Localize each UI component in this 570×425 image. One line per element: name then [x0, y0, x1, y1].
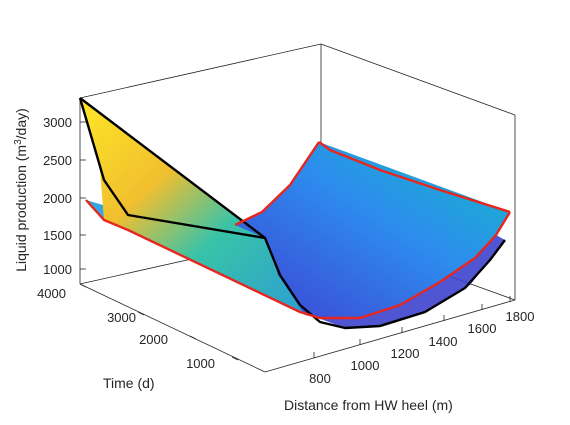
y-axis-label: Time (d): [103, 375, 155, 391]
box-edge-front-left: [79, 283, 266, 373]
series-curve-1: [79, 97, 506, 330]
series-curve-3: [85, 199, 512, 320]
x-tick-label-0: 800: [309, 371, 331, 386]
y-tick-label-2: 2000: [139, 332, 168, 347]
series-curve-4: [234, 141, 320, 227]
x-tick-label-2: 1200: [391, 346, 420, 361]
series-curve-0: [78, 97, 266, 240]
surface-front-lower: [265, 235, 505, 328]
z-tick-label-3: 2500: [43, 153, 72, 168]
y-tick-line-1: [137, 311, 145, 316]
y-tick-label-3: 1000: [186, 356, 215, 371]
x-tick-label-1: 1000: [351, 358, 380, 373]
z-tick-label-0: 1000: [43, 262, 72, 277]
x-axis: 800 1000 1200 1400 1600 1800 Distance fr…: [284, 296, 534, 413]
y-tick-label-1: 3000: [107, 310, 136, 325]
boundary-curves: [78, 97, 512, 330]
z-tick-label-4: 3000: [43, 115, 72, 130]
y-tick-line-2: [189, 335, 197, 340]
z-tick-label-1: 1500: [43, 228, 72, 243]
surface: [80, 98, 510, 328]
box-edge-back-top-right: [320, 43, 516, 116]
x-axis-label: Distance from HW heel (m): [284, 397, 453, 413]
surface-left-face: [80, 98, 318, 318]
surface-right-face: [235, 142, 510, 318]
box-edge-front-right: [264, 299, 516, 373]
x-tick-label-3: 1400: [429, 334, 458, 349]
z-axis-label: Liquid production (m3/day): [13, 108, 29, 272]
y-tick-line-0: [79, 283, 87, 288]
z-tick-label-2: 2000: [43, 191, 72, 206]
y-tick-line-3: [231, 356, 239, 361]
z-axis: 1000 1500 2000 2500 3000 Liquid producti…: [13, 108, 86, 277]
box-edge-back-top-left: [79, 43, 322, 99]
x-tick-label-4: 1600: [468, 321, 497, 336]
series-curve-2: [318, 141, 511, 214]
x-tick-label-5: 1800: [506, 309, 535, 324]
y-tick-label-0: 4000: [37, 286, 66, 301]
y-axis: 4000 3000 2000 1000 Time (d): [37, 283, 239, 391]
